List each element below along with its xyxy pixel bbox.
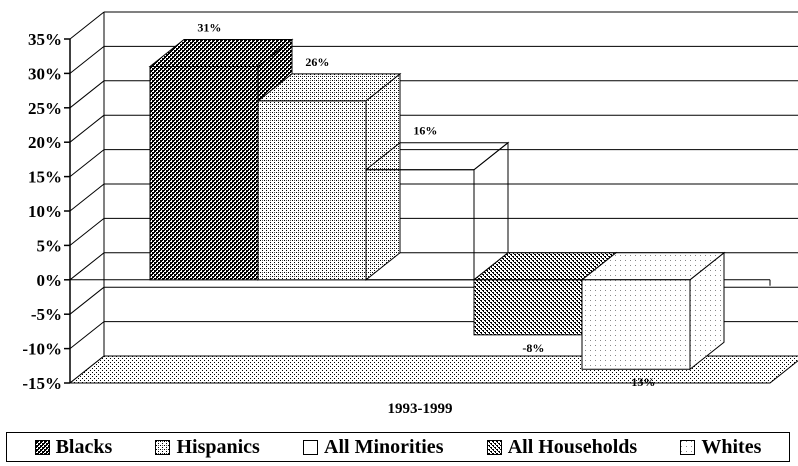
bar-side [365, 72, 401, 281]
bar-front [257, 100, 367, 281]
data-label: -8% [522, 341, 544, 355]
legend-label: Blacks [55, 435, 113, 458]
legend-item: Hispanics [155, 435, 260, 459]
y-tick-label: -15% [22, 374, 62, 393]
legend-label: All Minorities [324, 435, 444, 458]
y-tick-label: 20% [28, 133, 62, 152]
legend-swatch [303, 439, 319, 455]
bar-hispanics [256, 72, 402, 281]
legend-label: Whites [701, 435, 762, 458]
y-tick-label: -10% [22, 340, 62, 359]
data-label: -13% [627, 375, 655, 389]
bar-front [473, 279, 583, 336]
y-tick-label: 10% [28, 202, 62, 221]
category-label: 1993-1999 [388, 401, 453, 417]
legend-swatch [34, 439, 50, 455]
y-tick-label: -5% [31, 305, 62, 324]
legend-item: Whites [680, 436, 761, 459]
y-tick-label: 5% [37, 236, 63, 255]
y-tick-label: 0% [37, 271, 63, 290]
bar-front [581, 279, 691, 370]
legend-item: Blacks [34, 435, 113, 459]
y-tick-label: 30% [28, 64, 62, 83]
legend-swatch [680, 439, 696, 455]
data-label: 26% [305, 55, 329, 69]
data-label: 16% [413, 124, 437, 138]
y-tick-label: 25% [28, 99, 62, 118]
bar-whites [580, 251, 726, 371]
data-label: 31% [197, 21, 221, 35]
legend: Blacks Hispanics All Minorities All Househo… [6, 432, 790, 462]
bar-front [365, 169, 475, 281]
y-tick-label: 15% [28, 168, 62, 187]
y-tick-label: 35% [28, 30, 62, 49]
legend-label: Hispanics [176, 435, 260, 458]
legend-swatch [155, 439, 171, 455]
legend-item: All Households [486, 435, 638, 459]
legend-label: All Households [507, 435, 638, 458]
bar-front [149, 66, 259, 281]
legend-item: All Minorities [303, 436, 443, 459]
legend-swatch [486, 439, 502, 455]
